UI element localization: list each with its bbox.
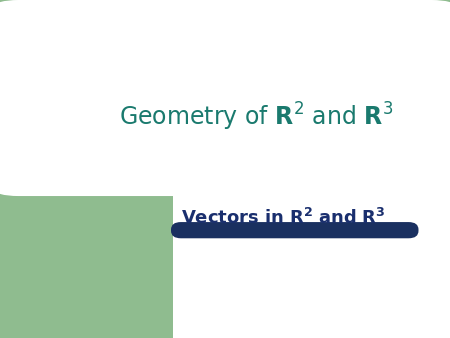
FancyBboxPatch shape: [0, 0, 450, 196]
FancyBboxPatch shape: [171, 222, 418, 238]
Text: Geometry of $\mathbf{R}^2$ and $\mathbf{R}^3$: Geometry of $\mathbf{R}^2$ and $\mathbf{…: [119, 100, 394, 133]
Text: $\bf{Vectors\ in\ R}^2\bf{\ and\ R}^3$: $\bf{Vectors\ in\ R}^2\bf{\ and\ R}^3$: [181, 208, 386, 228]
Bar: [173, 193, 450, 338]
